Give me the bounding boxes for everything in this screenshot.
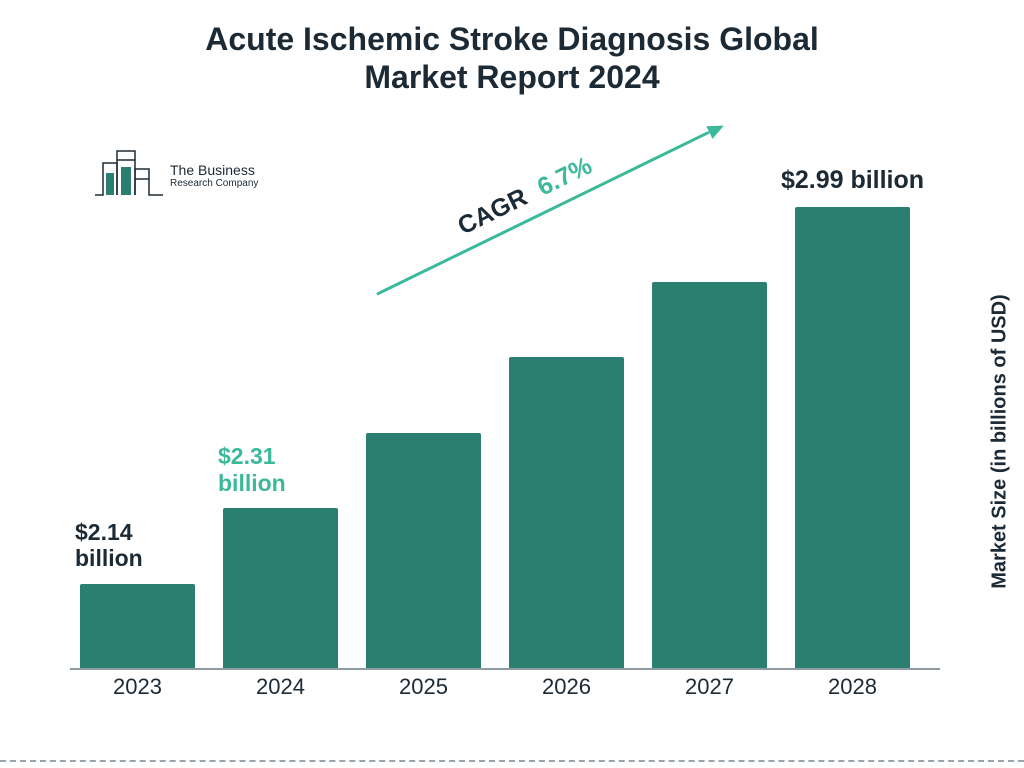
bar-chart: CAGR 6.7% 2023 2024 2025 2026 2027 2028 $2.14b… <box>70 150 940 700</box>
x-axis-label: 2026 <box>509 674 624 700</box>
x-axis-label: 2023 <box>80 674 195 700</box>
cagr-arrow-line <box>376 131 710 296</box>
chart-title: Acute Ischemic Stroke Diagnosis Global M… <box>0 20 1024 97</box>
bar <box>795 207 910 668</box>
x-axis-label: 2027 <box>652 674 767 700</box>
x-axis-label: 2025 <box>366 674 481 700</box>
cagr-value: 6.7% <box>533 151 596 201</box>
cagr-prefix: CAGR <box>453 183 531 240</box>
bar <box>223 508 338 668</box>
page-root: Acute Ischemic Stroke Diagnosis Global M… <box>0 0 1024 768</box>
x-axis-label: 2028 <box>795 674 910 700</box>
bar <box>80 584 195 668</box>
bar <box>509 357 624 668</box>
x-axis-label: 2024 <box>223 674 338 700</box>
chart-title-line2: Market Report 2024 <box>364 59 659 95</box>
y-axis-title: Market Size (in billions of USD) <box>989 282 1012 602</box>
bar <box>366 433 481 668</box>
value-label: $2.99 billion <box>760 166 945 195</box>
value-label: $2.14billion <box>75 519 200 572</box>
footer-divider <box>0 760 1024 762</box>
value-label: $2.31billion <box>218 443 343 496</box>
bar <box>652 282 767 668</box>
chart-title-line1: Acute Ischemic Stroke Diagnosis Global <box>205 21 819 57</box>
x-axis-line <box>70 668 940 670</box>
cagr-arrow-head <box>706 119 727 139</box>
